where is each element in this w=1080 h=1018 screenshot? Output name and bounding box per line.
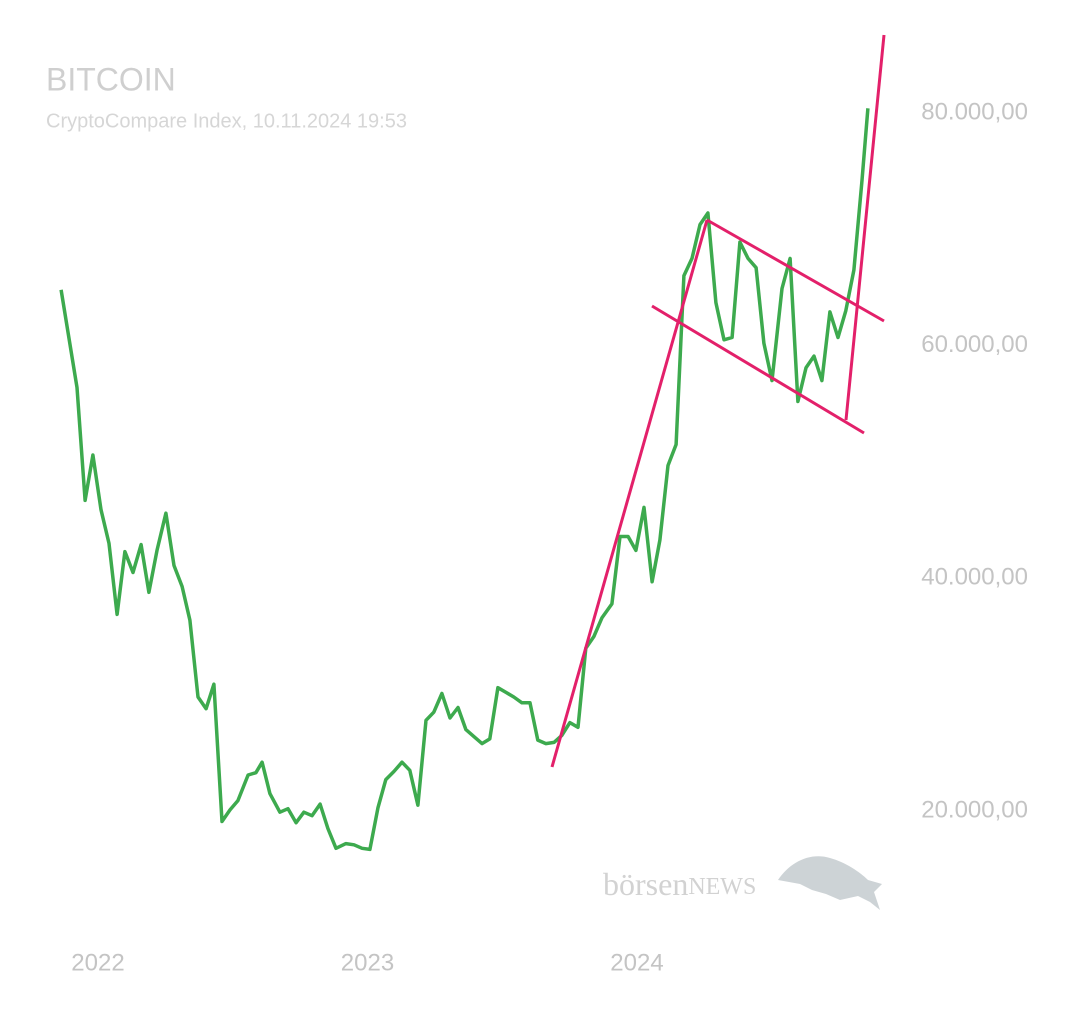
channel-upper — [706, 218, 885, 323]
channel-lower — [651, 304, 865, 435]
watermark-brand: börsenNEWS — [603, 866, 756, 902]
y-tick-label: 20.000,00 — [921, 796, 1028, 823]
breakout-line — [844, 34, 886, 421]
trend-line — [550, 219, 709, 768]
x-tick-label: 2022 — [71, 949, 124, 976]
y-tick-label: 80.000,00 — [921, 98, 1028, 125]
chart-title: BITCOIN — [46, 61, 176, 97]
x-tick-label: 2023 — [341, 949, 394, 976]
x-tick-label: 2024 — [610, 949, 663, 976]
price-line — [59, 108, 870, 852]
trend-lines — [550, 34, 886, 768]
bull-logo — [778, 856, 882, 910]
watermark: börsenNEWS — [603, 856, 882, 910]
chart-subtitle: CryptoCompare Index, 10.11.2024 19:53 — [46, 110, 407, 132]
y-tick-label: 40.000,00 — [921, 564, 1028, 591]
y-tick-label: 60.000,00 — [921, 331, 1028, 358]
